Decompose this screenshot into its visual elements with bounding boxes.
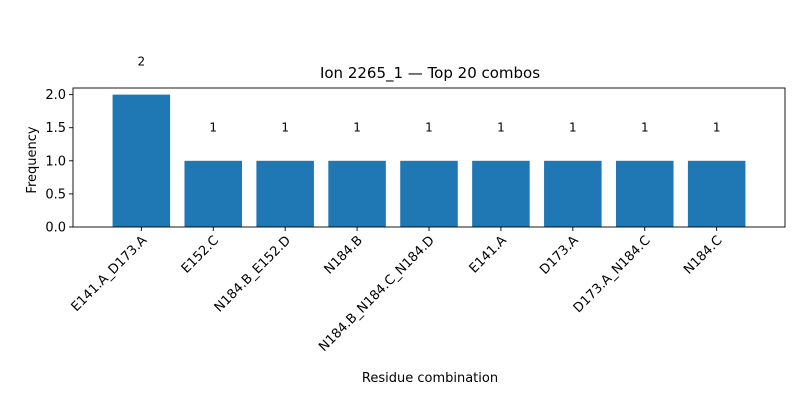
x-tick-label-0: E141.A_D173.A [69, 233, 151, 315]
x-tick-label-7: D173.A_N184.C [571, 233, 654, 316]
data-label-5: 1 [497, 121, 505, 135]
x-tick-label-5: E141.A [467, 233, 510, 276]
data-label-1: 1 [209, 121, 217, 135]
x-tick-label-6: D173.A [537, 233, 582, 278]
bar-2 [256, 160, 314, 227]
data-label-2: 1 [281, 121, 289, 135]
y-tick-label-1: 0.5 [45, 187, 66, 202]
data-label-0: 2 [137, 55, 145, 69]
data-label-6: 1 [569, 121, 577, 135]
x-tick-label-4: N184.B_N184.C_N184.D [316, 233, 438, 355]
bar-3 [328, 160, 386, 227]
x-tick-label-8: N184.C [681, 233, 725, 277]
bar-6 [544, 160, 602, 227]
data-label-4: 1 [425, 121, 433, 135]
y-axis-label: Frequency [25, 126, 40, 193]
data-label-3: 1 [353, 121, 361, 135]
y-tick-label-3: 1.5 [45, 121, 66, 136]
x-tick-label-1: E152.C [179, 233, 222, 276]
chart-title: Ion 2265_1 — Top 20 combos [320, 64, 540, 83]
bars-layer [112, 94, 746, 228]
bar-4 [400, 160, 458, 227]
data-labels-layer: 2 1 1 1 1 1 1 1 1 [137, 55, 720, 135]
y-tick-label-4: 2.0 [45, 88, 66, 103]
bar-7 [615, 160, 674, 227]
bar-8 [687, 160, 746, 227]
data-label-8: 1 [713, 121, 721, 135]
x-tick-label-2: N184.B_E152.D [212, 233, 294, 315]
bar-0 [112, 94, 171, 228]
x-tick-label-3: N184.B [322, 233, 366, 277]
data-label-7: 1 [641, 121, 649, 135]
y-tick-label-0: 0.0 [45, 221, 66, 236]
y-tick-label-2: 1.0 [45, 154, 66, 169]
x-axis-label: Residue combination [362, 371, 498, 386]
bar-1 [184, 160, 243, 227]
bar-5 [472, 160, 530, 227]
